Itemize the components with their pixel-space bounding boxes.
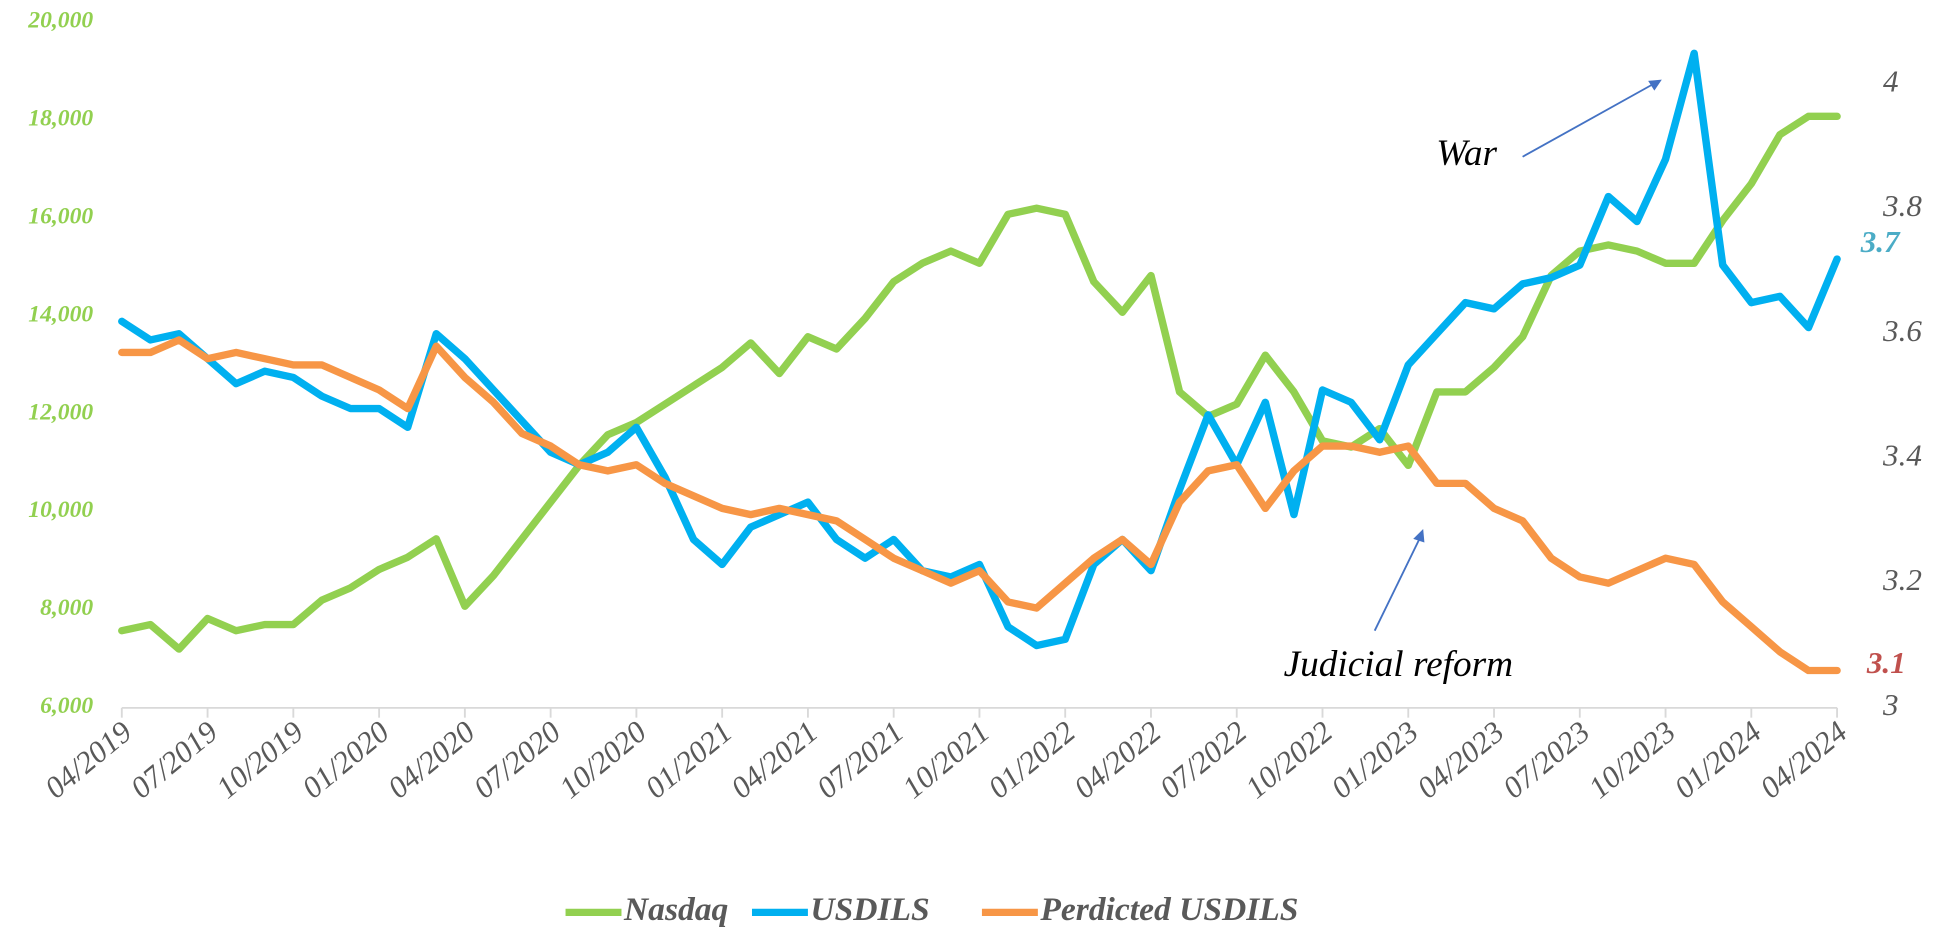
y2-tick-label: 3.4	[1882, 439, 1922, 473]
reform-arrowhead	[1413, 529, 1425, 543]
legend-label: USDILS	[810, 891, 929, 928]
series-line	[118, 336, 1841, 675]
x-tick-label: 01/2023	[1325, 715, 1425, 805]
x-tick-label: 07/2021	[810, 715, 910, 805]
x-tick-label: 04/2021	[724, 715, 824, 805]
x-tick-label: 01/2020	[296, 714, 396, 805]
x-tick-label: 10/2022	[1239, 715, 1339, 805]
y-tick-label: 14,000	[28, 301, 93, 327]
y2-tick-label: 3.6	[1882, 314, 1922, 348]
series-line	[118, 49, 1841, 650]
war-arrow	[1522, 81, 1658, 158]
x-tick-label: 04/2022	[1068, 715, 1168, 805]
legend: Nasdaq USDILS Perdicted USDILS	[565, 891, 1298, 928]
annotation: War	[1436, 133, 1497, 174]
x-tick-label: 01/2021	[639, 715, 739, 805]
x-tick-label: 04/2020	[381, 714, 481, 805]
y-tick-label: 20,000	[27, 8, 93, 34]
y-tick-label: 8,000	[40, 595, 93, 621]
y2-tick-label: 3.2	[1882, 563, 1922, 597]
x-tick-label: 01/2024	[1668, 715, 1768, 805]
annotation: Judicial reform	[1284, 644, 1513, 685]
y-tick-label: 18,000	[28, 106, 93, 132]
x-tick-label: 07/2022	[1153, 715, 1253, 805]
x-tick-label: 01/2022	[982, 715, 1082, 805]
reform-arrow	[1373, 536, 1422, 632]
x-tick-label: 10/2019	[210, 715, 310, 805]
legend-label: Nasdaq	[623, 891, 728, 928]
x-tick-label: 10/2020	[553, 714, 653, 805]
x-tick-label: 07/2020	[467, 714, 567, 805]
y2-tick-label: 3	[1882, 688, 1899, 722]
y-tick-label: 12,000	[28, 399, 93, 425]
x-tick-label: 10/2023	[1582, 715, 1682, 805]
war-arrowhead	[1648, 79, 1662, 91]
x-tick-label: 04/2019	[38, 715, 138, 805]
annotation: 3.7	[1860, 225, 1901, 259]
y2-tick-label: 3.8	[1882, 189, 1922, 223]
x-tick-label: 07/2019	[124, 715, 224, 805]
y-tick-label: 10,000	[28, 497, 93, 523]
x-tick-label: 07/2023	[1496, 715, 1596, 805]
y-tick-label: 16,000	[28, 203, 93, 229]
annotation: 3.1	[1866, 646, 1906, 680]
y2-tick-label: 4	[1883, 65, 1899, 99]
legend-label: Perdicted USDILS	[1039, 891, 1298, 928]
y-tick-label: 6,000	[40, 693, 93, 719]
x-tick-label: 04/2023	[1411, 715, 1511, 805]
x-tick-label: 10/2021	[896, 715, 996, 805]
x-tick-label: 04/2024	[1754, 715, 1854, 805]
